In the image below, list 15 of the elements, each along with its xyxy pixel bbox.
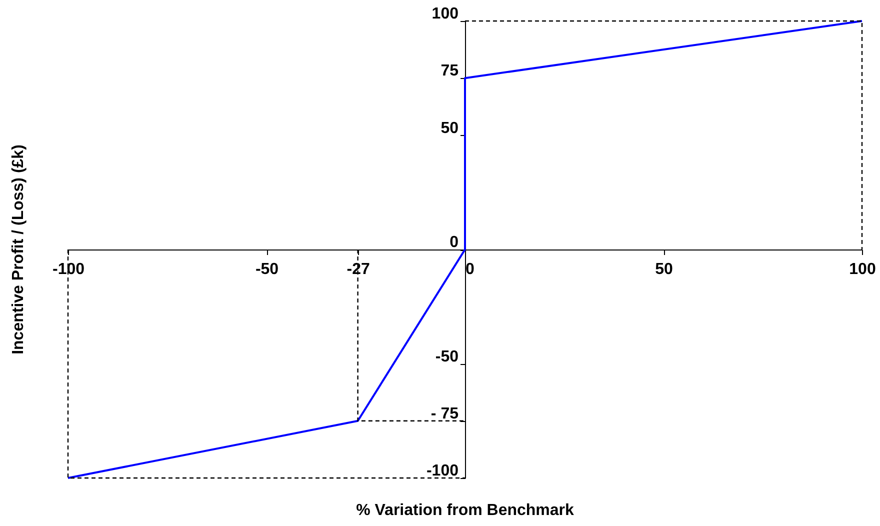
x-tick-label: 100 <box>849 261 876 278</box>
x-axis-title: % Variation from Benchmark <box>356 502 574 519</box>
x-tick-label: -100 <box>52 261 85 278</box>
y-tick-label: - 75 <box>430 405 459 422</box>
x-tick-label: 50 <box>655 261 673 278</box>
y-tick-label: 100 <box>432 6 459 22</box>
y-axis-title: Incentive Profit / (Loss) (£k) <box>10 144 27 354</box>
y-tick-label: -50 <box>435 348 459 366</box>
y-tick-label: -100 <box>426 462 459 480</box>
x-tick-label: -50 <box>255 261 279 278</box>
x-tick-label: -27 <box>346 261 370 278</box>
x-tick-label: 0 <box>466 261 474 278</box>
y-tick-label: 50 <box>440 120 459 137</box>
y-tick-label: 75 <box>440 62 459 80</box>
y-tick-label: 0 <box>450 234 459 251</box>
